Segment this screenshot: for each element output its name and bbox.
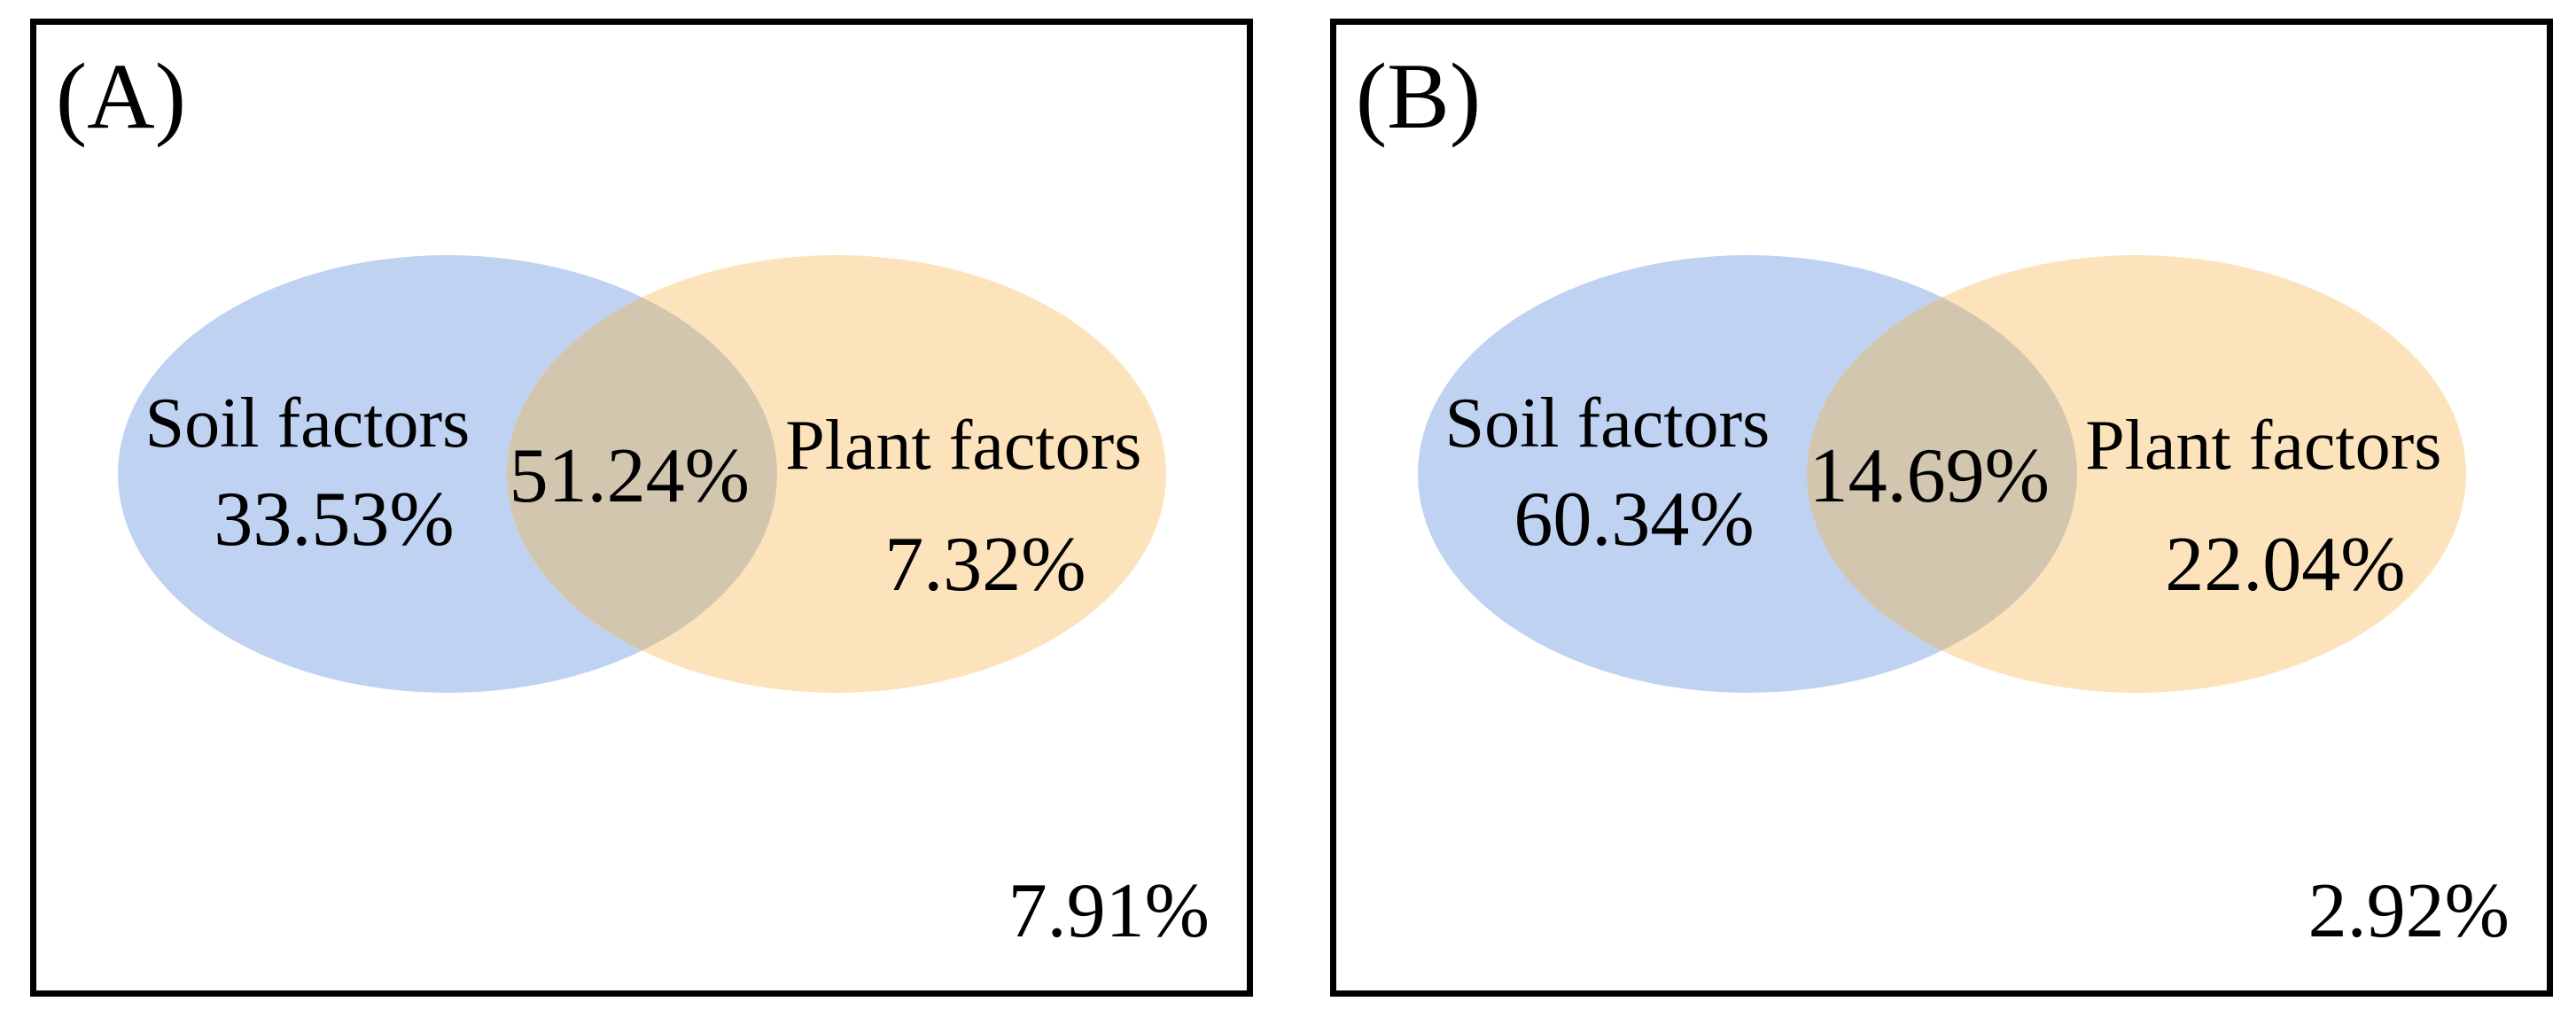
panel-A: (A) Soil factors 33.53% 51.24% Plant fac… xyxy=(30,19,1253,997)
soil-factors-value: 60.34% xyxy=(1514,477,1755,563)
panel-label: (B) xyxy=(1355,44,1482,149)
overlap-region xyxy=(507,255,777,693)
plant-factors-value: 22.04% xyxy=(2165,522,2406,609)
plant-factors-label: Plant factors xyxy=(2085,407,2442,485)
panel-B: (B) Soil factors 60.34% 14.69% Plant fac… xyxy=(1330,19,2553,997)
venn-diagram-B xyxy=(1418,255,2466,693)
soil-factors-value: 33.53% xyxy=(214,477,455,563)
unexplained-value: 2.92% xyxy=(2308,867,2510,954)
overlap-value: 14.69% xyxy=(1809,433,2050,520)
soil-factors-label: Soil factors xyxy=(1444,384,1771,463)
plant-factors-value: 7.32% xyxy=(884,522,1086,609)
venn-diagram-A xyxy=(118,255,1166,693)
unexplained-value: 7.91% xyxy=(1008,867,1210,954)
plant-factors-label: Plant factors xyxy=(785,407,1142,485)
panel-label: (A) xyxy=(55,44,186,149)
overlap-value: 51.24% xyxy=(509,433,750,520)
overlap-region xyxy=(1807,255,2077,693)
soil-factors-label: Soil factors xyxy=(144,384,471,463)
